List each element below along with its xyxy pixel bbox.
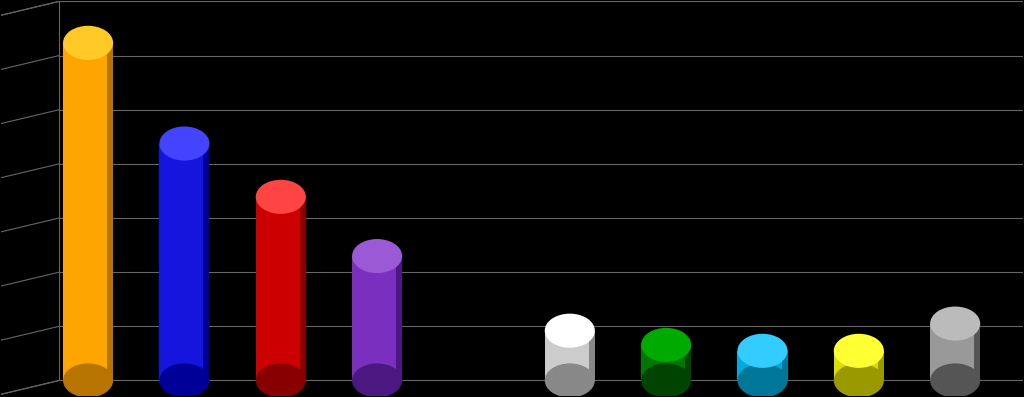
Bar [685,345,691,380]
Bar [878,351,884,380]
Bar [781,351,787,380]
Ellipse shape [63,363,113,397]
Bar [204,144,210,380]
Bar [834,351,884,380]
Bar [589,331,595,380]
Ellipse shape [352,363,402,397]
Ellipse shape [256,363,306,397]
Bar [160,144,210,380]
Ellipse shape [930,306,980,341]
Ellipse shape [641,328,691,362]
Bar [108,43,113,380]
Ellipse shape [256,180,306,214]
Ellipse shape [545,314,595,348]
Bar [352,256,402,380]
Bar [545,331,595,380]
Bar [300,197,306,380]
Ellipse shape [834,334,884,368]
Bar [974,324,980,380]
Bar [930,324,980,380]
Bar [63,43,113,380]
Ellipse shape [737,334,787,368]
Ellipse shape [737,363,787,397]
Bar [396,256,402,380]
Ellipse shape [63,26,113,60]
Bar [256,197,306,380]
Ellipse shape [160,363,210,397]
Ellipse shape [545,363,595,397]
Ellipse shape [930,363,980,397]
Ellipse shape [352,239,402,273]
Ellipse shape [160,127,210,161]
Bar [641,345,691,380]
Ellipse shape [834,363,884,397]
Ellipse shape [641,363,691,397]
Bar [737,351,787,380]
